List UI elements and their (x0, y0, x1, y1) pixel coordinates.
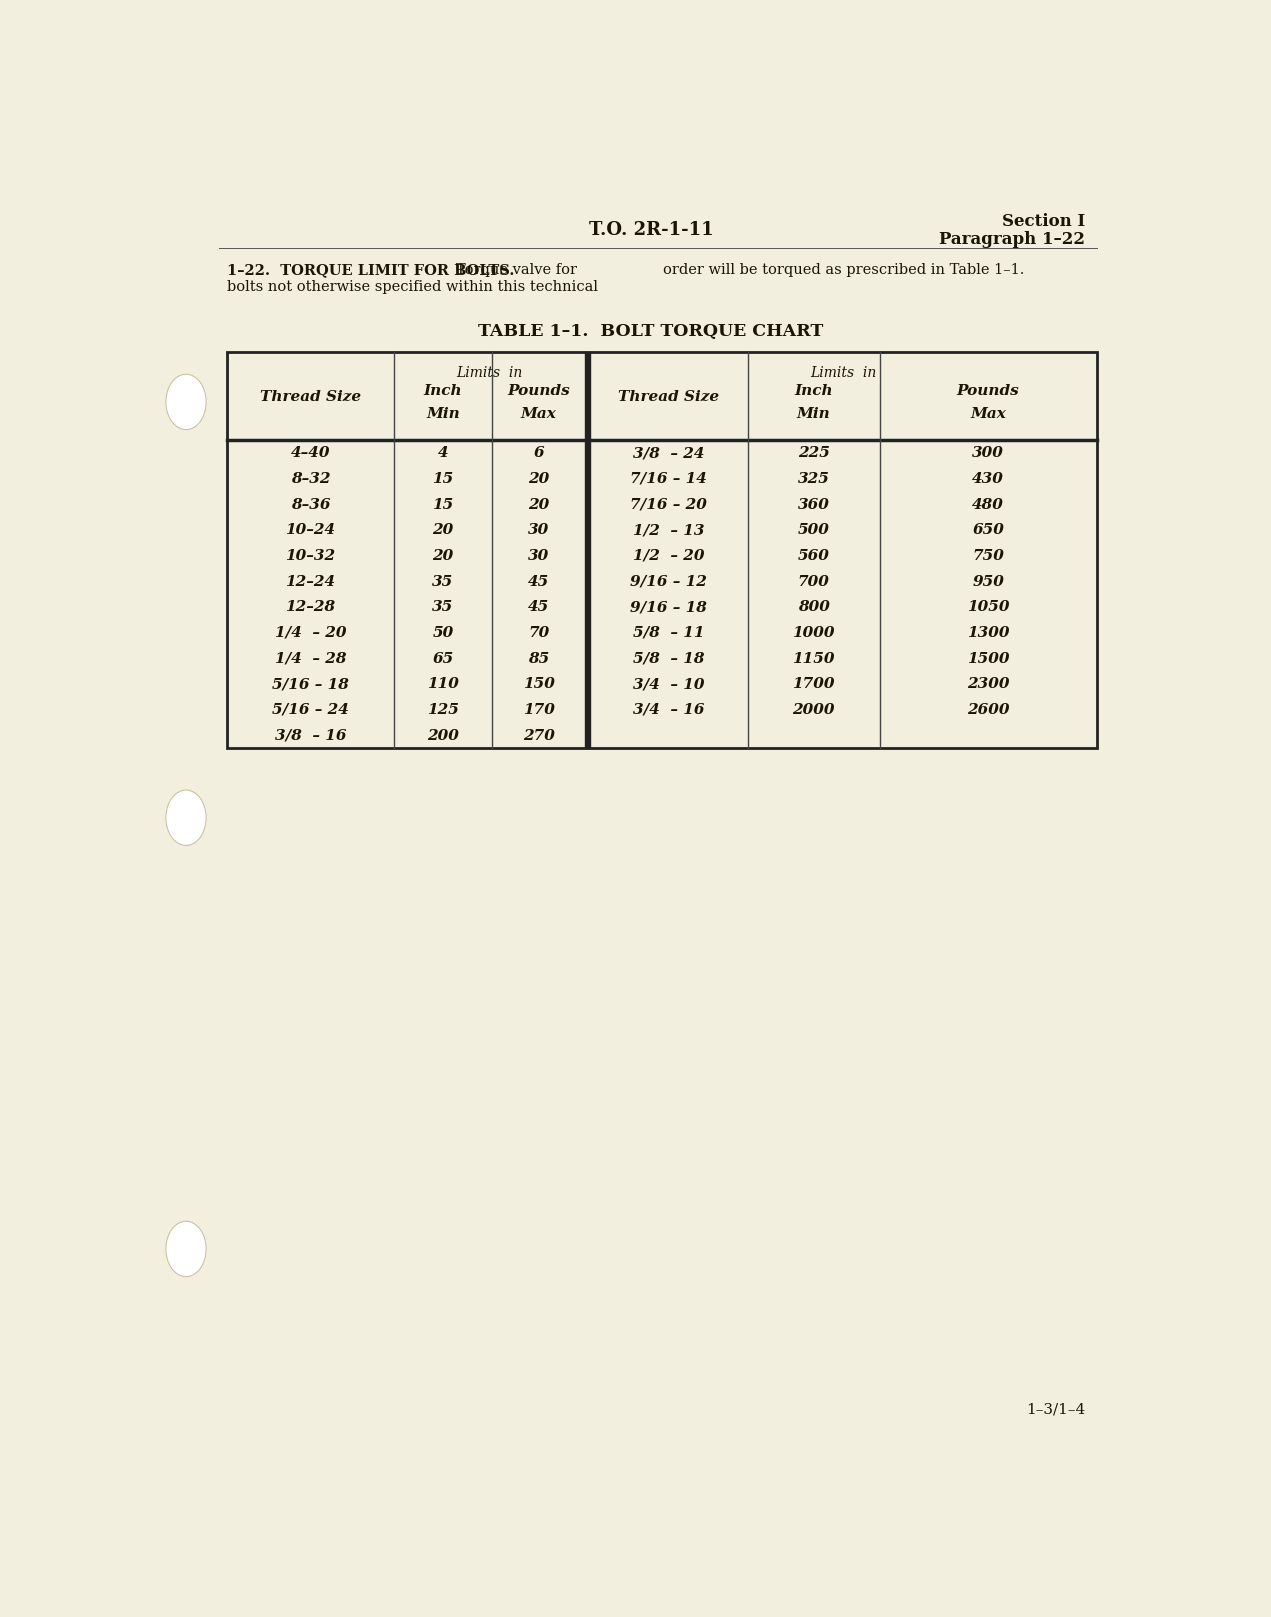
Text: 2000: 2000 (793, 703, 835, 716)
Text: order will be torqued as prescribed in Table 1–1.: order will be torqued as prescribed in T… (662, 264, 1024, 278)
Text: 7/16 – 20: 7/16 – 20 (630, 498, 707, 511)
Text: 1–3/1–4: 1–3/1–4 (1026, 1404, 1085, 1416)
Text: 3/8  – 24: 3/8 – 24 (633, 446, 704, 461)
Text: 65: 65 (432, 652, 454, 666)
Text: 85: 85 (527, 652, 549, 666)
Text: 200: 200 (427, 729, 459, 742)
Text: 1/4  – 20: 1/4 – 20 (275, 626, 346, 640)
Text: 20: 20 (432, 524, 454, 537)
Text: Max: Max (970, 407, 1007, 422)
Text: T.O. 2R-1-11: T.O. 2R-1-11 (588, 222, 713, 239)
Text: 325: 325 (798, 472, 830, 487)
Text: 70: 70 (527, 626, 549, 640)
Text: 4: 4 (437, 446, 449, 461)
Text: 5/16 – 18: 5/16 – 18 (272, 678, 348, 692)
Text: 125: 125 (427, 703, 459, 716)
Text: 1050: 1050 (967, 600, 1009, 614)
Text: Limits  in: Limits in (456, 365, 522, 380)
Text: 650: 650 (972, 524, 1004, 537)
Text: 225: 225 (798, 446, 830, 461)
Text: 6: 6 (534, 446, 544, 461)
Text: 170: 170 (522, 703, 554, 716)
Text: TABLE 1–1.  BOLT TORQUE CHART: TABLE 1–1. BOLT TORQUE CHART (478, 323, 824, 341)
Text: 2600: 2600 (967, 703, 1009, 716)
Text: Pounds: Pounds (957, 385, 1019, 398)
Text: 8–32: 8–32 (291, 472, 330, 487)
Text: 9/16 – 18: 9/16 – 18 (630, 600, 707, 614)
Text: 1150: 1150 (793, 652, 835, 666)
Text: Min: Min (797, 407, 831, 422)
Text: 20: 20 (527, 498, 549, 511)
Text: 1500: 1500 (967, 652, 1009, 666)
Ellipse shape (165, 374, 206, 430)
Text: 4–40: 4–40 (291, 446, 330, 461)
Text: Thread Size: Thread Size (259, 390, 361, 404)
Text: 15: 15 (432, 498, 454, 511)
Text: 800: 800 (798, 600, 830, 614)
Text: 20: 20 (527, 472, 549, 487)
Text: 2300: 2300 (967, 678, 1009, 692)
Text: Torque valve for: Torque valve for (456, 264, 577, 278)
Text: 560: 560 (798, 548, 830, 563)
Text: 1/2  – 20: 1/2 – 20 (633, 548, 704, 563)
Text: 3/4  – 10: 3/4 – 10 (633, 678, 704, 692)
Text: 110: 110 (427, 678, 459, 692)
Text: 8–36: 8–36 (291, 498, 330, 511)
Text: 1/4  – 28: 1/4 – 28 (275, 652, 346, 666)
Text: 5/16 – 24: 5/16 – 24 (272, 703, 348, 716)
Text: Inch: Inch (794, 385, 833, 398)
Text: 9/16 – 12: 9/16 – 12 (630, 574, 707, 589)
Text: 30: 30 (527, 524, 549, 537)
Bar (228, 353, 1097, 749)
Text: Thread Size: Thread Size (618, 390, 719, 404)
Text: 5/8  – 11: 5/8 – 11 (633, 626, 704, 640)
Text: 30: 30 (527, 548, 549, 563)
Text: Pounds: Pounds (507, 385, 569, 398)
Text: 750: 750 (972, 548, 1004, 563)
Text: 10–24: 10–24 (285, 524, 336, 537)
Text: 1300: 1300 (967, 626, 1009, 640)
Text: bolts not otherwise specified within this technical: bolts not otherwise specified within thi… (228, 280, 599, 294)
Text: Limits  in: Limits in (810, 365, 876, 380)
Text: 5/8  – 18: 5/8 – 18 (633, 652, 704, 666)
Ellipse shape (165, 791, 206, 846)
Text: 950: 950 (972, 574, 1004, 589)
Text: Section I: Section I (1002, 213, 1085, 230)
Text: 15: 15 (432, 472, 454, 487)
Text: 3/4  – 16: 3/4 – 16 (633, 703, 704, 716)
Text: 20: 20 (432, 548, 454, 563)
Text: 150: 150 (522, 678, 554, 692)
Text: 700: 700 (798, 574, 830, 589)
Text: 7/16 – 14: 7/16 – 14 (630, 472, 707, 487)
Text: 1–22.  TORQUE LIMIT FOR BOLTS.: 1–22. TORQUE LIMIT FOR BOLTS. (228, 264, 515, 278)
Text: 35: 35 (432, 600, 454, 614)
Text: 1/2  – 13: 1/2 – 13 (633, 524, 704, 537)
Text: 12–28: 12–28 (285, 600, 336, 614)
Text: Paragraph 1–22: Paragraph 1–22 (939, 231, 1085, 247)
Text: 45: 45 (527, 574, 549, 589)
Text: 10–32: 10–32 (285, 548, 336, 563)
Text: 270: 270 (522, 729, 554, 742)
Text: 480: 480 (972, 498, 1004, 511)
Text: Min: Min (426, 407, 460, 422)
Text: 35: 35 (432, 574, 454, 589)
Text: 3/8  – 16: 3/8 – 16 (275, 729, 346, 742)
Text: 50: 50 (432, 626, 454, 640)
Text: Max: Max (521, 407, 557, 422)
Text: 360: 360 (798, 498, 830, 511)
Text: 300: 300 (972, 446, 1004, 461)
Text: 12–24: 12–24 (285, 574, 336, 589)
Text: 1000: 1000 (793, 626, 835, 640)
Text: 1700: 1700 (793, 678, 835, 692)
Ellipse shape (165, 1221, 206, 1277)
Text: 500: 500 (798, 524, 830, 537)
Text: 430: 430 (972, 472, 1004, 487)
Text: Inch: Inch (423, 385, 463, 398)
Text: 45: 45 (527, 600, 549, 614)
